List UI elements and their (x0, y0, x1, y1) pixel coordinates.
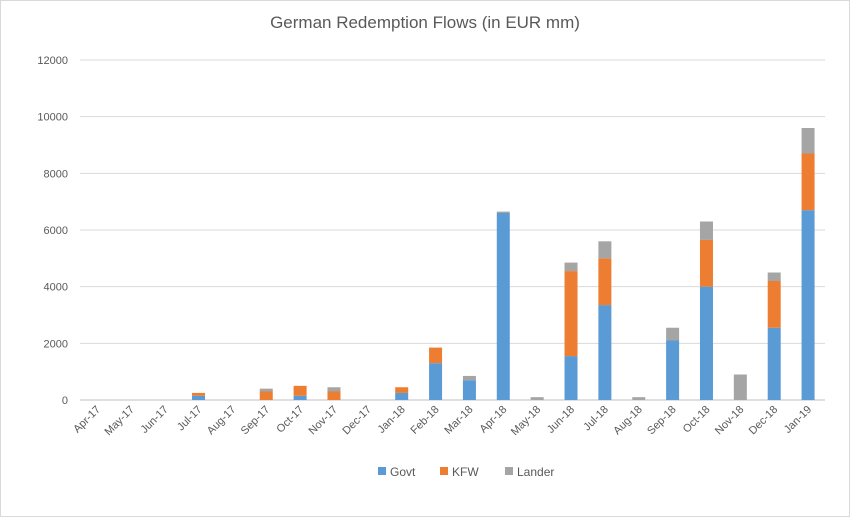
bar-kfw-jan-19 (801, 153, 815, 211)
bar-govt-dec-18 (767, 327, 781, 400)
bar-govt-feb-18 (429, 363, 443, 400)
bar-kfw-feb-18 (429, 347, 443, 364)
bar-kfw-jan-18 (395, 387, 409, 393)
bar-lander-oct-18 (699, 221, 713, 240)
x-tick-label: Jun-18 (545, 404, 577, 436)
bar-kfw-oct-18 (699, 239, 713, 287)
bar-lander-mar-18 (462, 375, 476, 381)
bar-kfw-jul-18 (598, 258, 612, 306)
x-tick-label: Jul-17 (175, 404, 205, 434)
bar-govt-jan-18 (395, 392, 409, 400)
bar-lander-nov-17 (327, 387, 341, 392)
bar-lander-sep-18 (666, 327, 680, 341)
bar-govt-mar-18 (462, 380, 476, 400)
x-tick-label: Apr-17 (71, 404, 103, 436)
y-axis-ticks: 0 2000 4000 6000 8000 10000 12000 (37, 55, 68, 407)
bar-govt-oct-18 (699, 286, 713, 400)
bar-lander-may-18 (530, 397, 544, 400)
bar-govt-jun-18 (564, 356, 578, 400)
legend-label-kfw: KFW (452, 465, 479, 479)
bar-lander-jun-18 (564, 262, 578, 272)
bar-lander-dec-18 (767, 272, 781, 281)
bars (192, 128, 815, 400)
x-tick-label: May-18 (509, 404, 543, 438)
bar-govt-jul-18 (598, 305, 612, 400)
bar-lander-apr-18 (496, 211, 510, 213)
bar-govt-jul-17 (192, 395, 206, 400)
x-tick-label: Oct-17 (274, 404, 306, 436)
y-tick-label: 8000 (44, 168, 68, 180)
x-tick-label: Feb-18 (409, 404, 442, 437)
bar-lander-nov-18 (733, 374, 747, 400)
x-tick-label: Sep-18 (645, 404, 679, 438)
x-tick-label: Mar-18 (442, 404, 475, 437)
x-tick-label: May-17 (102, 404, 136, 438)
y-tick-label: 12000 (37, 55, 68, 67)
legend-swatch-govt (378, 467, 386, 475)
bar-kfw-sep-17 (259, 391, 273, 400)
x-tick-label: Jan-19 (782, 404, 814, 436)
x-tick-label: Jan-18 (376, 404, 408, 436)
bar-lander-jan-19 (801, 128, 815, 154)
y-tick-label: 2000 (44, 338, 68, 350)
bar-lander-aug-18 (632, 397, 646, 400)
bar-kfw-jul-17 (192, 392, 206, 396)
x-tick-label: Nov-17 (307, 404, 341, 438)
legend-label-govt: Govt (390, 465, 416, 479)
bar-govt-sep-18 (666, 340, 680, 400)
x-tick-label: Aug-18 (611, 404, 645, 438)
legend-swatch-lander (505, 467, 513, 475)
legend-swatch-kfw (440, 467, 448, 475)
x-tick-label: Dec-18 (747, 404, 781, 438)
x-tick-label: Sep-17 (239, 404, 273, 438)
x-tick-label: Aug-17 (205, 404, 239, 438)
chart-title: German Redemption Flows (in EUR mm) (270, 13, 580, 32)
bar-kfw-jun-18 (564, 271, 578, 357)
x-tick-label: Jun-17 (139, 404, 171, 436)
y-tick-label: 6000 (44, 225, 68, 237)
x-tick-label: Nov-18 (713, 404, 747, 438)
bar-lander-jul-18 (598, 241, 612, 259)
y-tick-label: 0 (62, 395, 68, 407)
bar-govt-apr-18 (496, 213, 510, 400)
bar-kfw-oct-17 (293, 385, 307, 396)
x-tick-label: Oct-18 (681, 404, 713, 436)
x-axis-ticks: Apr-17 May-17 Jun-17 Jul-17 Aug-17 Sep-17 Oct-… (71, 404, 814, 438)
x-tick-label: Apr-18 (478, 404, 510, 436)
bar-govt-oct-17 (293, 395, 307, 400)
bar-govt-jan-19 (801, 210, 815, 400)
bar-kfw-nov-17 (327, 391, 341, 400)
bar-lander-sep-17 (259, 388, 273, 392)
y-tick-label: 10000 (37, 112, 68, 124)
x-tick-label: Jul-18 (581, 404, 611, 434)
legend: Govt KFW Lander (378, 465, 554, 479)
y-tick-label: 4000 (44, 282, 68, 294)
bar-kfw-dec-18 (767, 281, 781, 328)
gridlines (80, 59, 825, 401)
x-tick-label: Dec-17 (340, 404, 374, 438)
legend-label-lander: Lander (517, 465, 554, 479)
